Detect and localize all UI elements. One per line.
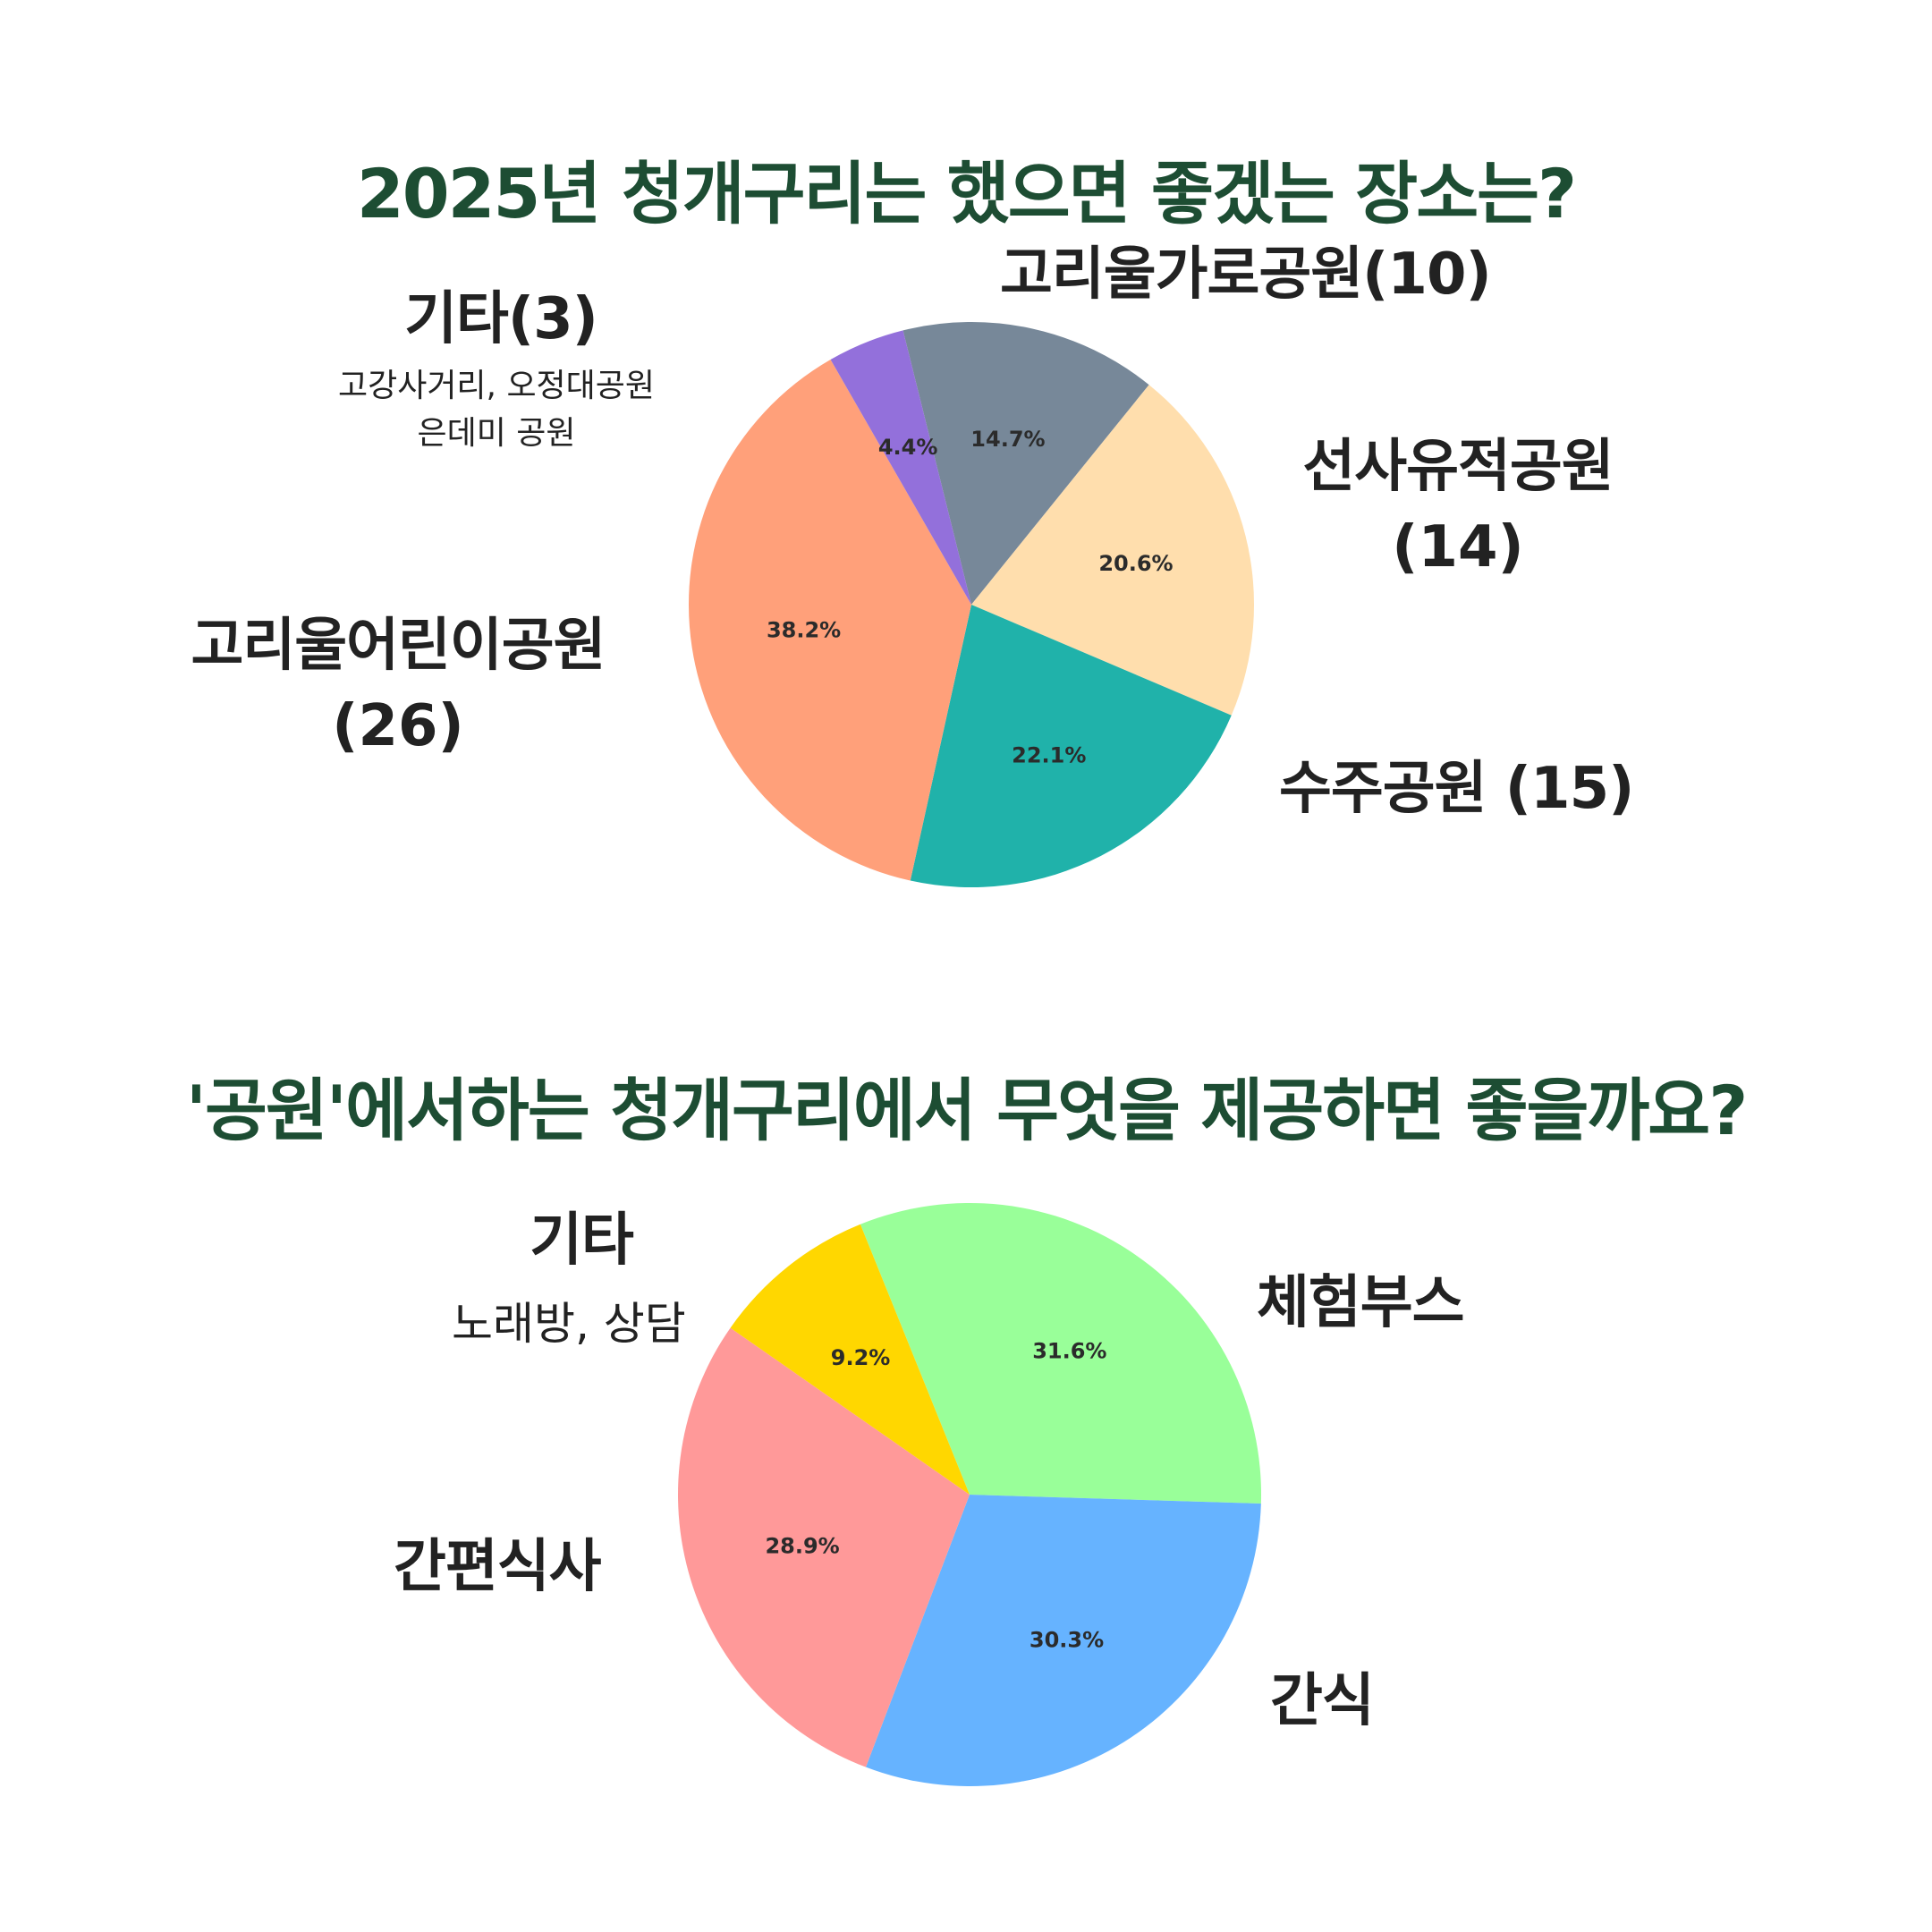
pie-slice-2 <box>866 1495 1261 1786</box>
legend-label-bottom-snack: 간식 <box>1270 1668 1375 1734</box>
pie-slice-5 <box>830 330 971 605</box>
pie-slice-4 <box>689 360 971 881</box>
pie-slice-percent-label: 22.1% <box>1012 743 1086 768</box>
pie-chart-top: 14.7% 20.6% 22.1% 38.2% 4.4% <box>689 322 1254 887</box>
pie-slice-2 <box>971 385 1254 716</box>
pie-slice-3 <box>910 605 1232 887</box>
pie-slice-percent-label: 31.6% <box>1032 1339 1106 1364</box>
pie-slice-percent-label: 4.4% <box>878 435 938 460</box>
legend-label-top-goriul-garo: 고리울가로공원(10) <box>1000 242 1492 308</box>
pie-slice-4 <box>730 1224 970 1495</box>
legend-label-bottom-experience: 체험부스 <box>1257 1270 1465 1336</box>
pie-slice-percent-label: 14.7% <box>970 427 1045 452</box>
legend-label-top-other: 기타(3) <box>404 286 598 352</box>
legend-count-top-seonsa: (14) <box>1392 514 1524 580</box>
legend-label-bottom-meal: 간편식사 <box>394 1534 602 1600</box>
pie-slice-percent-label: 38.2% <box>767 618 841 643</box>
legend-label-top-goriul-child: 고리울어린이공원 <box>191 613 606 679</box>
legend-label-top-seonsa: 선사유적공원 <box>1302 434 1614 500</box>
pie-slice-percent-label: 30.3% <box>1030 1628 1104 1653</box>
legend-note-top-other-2: 은데미 공원 <box>417 415 576 452</box>
pie-chart-bottom: 31.6% 30.3% 28.9% 9.2% <box>678 1203 1261 1786</box>
pie-slice-1 <box>902 322 1149 605</box>
legend-count-top-goriul-child: (26) <box>332 693 464 759</box>
legend-note-top-other-1: 고강사거리, 오정대공원 <box>337 368 656 404</box>
pie-slice-percent-label: 9.2% <box>831 1345 891 1370</box>
pie-slice-percent-label: 28.9% <box>765 1534 839 1559</box>
pie-slice-3 <box>678 1327 970 1767</box>
chart-title-top: 2025년 청개구리는 했으면 좋겠는 장소는? <box>356 154 1577 233</box>
legend-note-bottom-other: 노래방, 상담 <box>452 1298 686 1350</box>
chart-title-bottom: '공원'에서하는 청개구리에서 무엇을 제공하면 좋을까요? <box>185 1071 1749 1150</box>
legend-label-bottom-other: 기타 <box>530 1208 634 1274</box>
pie-slice-percent-label: 20.6% <box>1098 551 1173 576</box>
pie-slice-1 <box>860 1203 1261 1504</box>
legend-label-top-suju: 수주공원 (15) <box>1279 756 1634 822</box>
